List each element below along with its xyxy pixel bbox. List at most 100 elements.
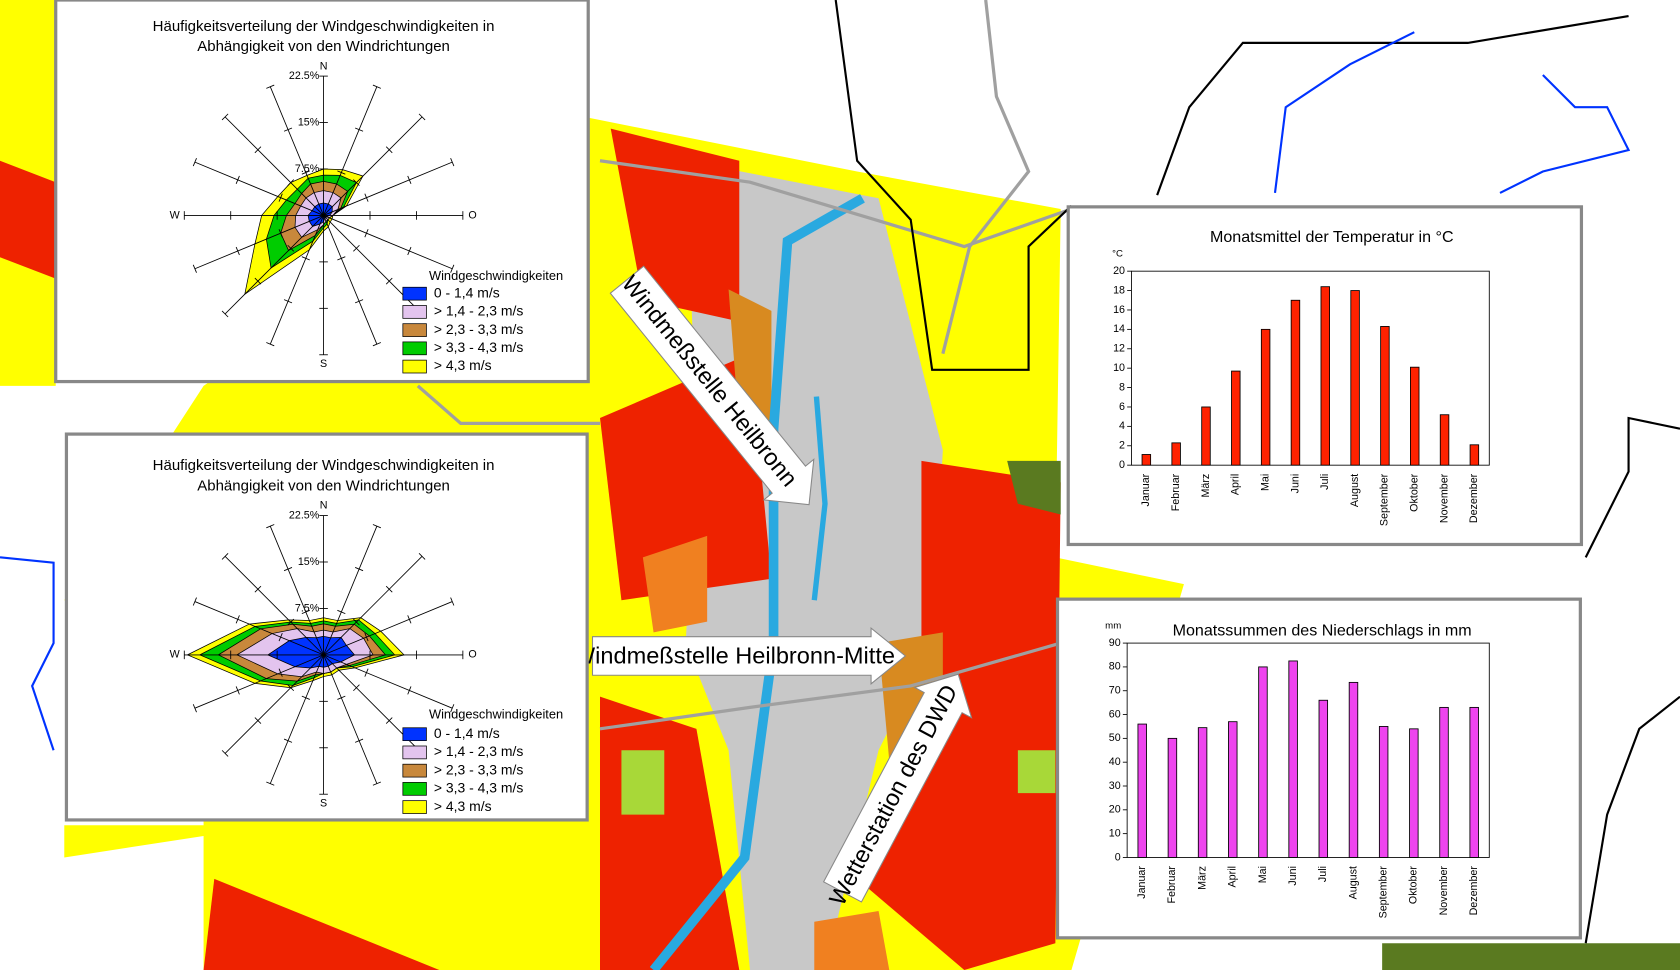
direction-label: N: [320, 60, 328, 72]
radial-tick: [266, 781, 275, 786]
direction-label: S: [320, 358, 327, 370]
spoke: [323, 556, 423, 656]
radial-tick: [266, 524, 275, 529]
y-unit-label: °C: [1112, 249, 1123, 260]
radial-tick: [450, 597, 455, 606]
bar: [1348, 681, 1359, 858]
boundary: [1584, 416, 1680, 558]
x-tick-label: April: [1230, 474, 1242, 495]
y-tick-label: 30: [1109, 780, 1121, 792]
road: [416, 384, 600, 425]
spoke: [269, 525, 324, 656]
bar: [1290, 299, 1301, 466]
radial-tick: [287, 179, 295, 186]
spoke: [323, 601, 453, 656]
bar: [1320, 286, 1330, 466]
spoke: [323, 654, 453, 709]
legend-swatch: [402, 727, 427, 742]
x-tick-label: Mai: [1259, 474, 1271, 491]
spoke: [323, 86, 378, 216]
radial-tick: [283, 567, 293, 572]
radial-tick: [450, 704, 455, 713]
wind-rose-chart: Häufigkeitsverteilung der Windgeschwindi…: [153, 457, 563, 814]
legend-label: > 2,3 - 3,3 m/s: [434, 761, 523, 777]
bar: [1171, 442, 1181, 466]
spoke: [323, 654, 378, 784]
legend-label: 0 - 1,4 m/s: [434, 725, 500, 741]
radial-tick: [385, 717, 393, 724]
arrow-shape: [591, 626, 907, 685]
bar: [1201, 406, 1211, 466]
road: [599, 641, 1062, 731]
y-tick-label: 10: [1113, 362, 1125, 374]
y-tick-label: 6: [1119, 401, 1125, 413]
radial-tick: [192, 264, 197, 273]
radial-tick: [301, 170, 310, 175]
boundary: [1156, 15, 1629, 196]
radial-tick: [450, 264, 455, 273]
radial-tick: [372, 524, 381, 529]
radial-tick: [278, 193, 283, 202]
arrow-shape: [609, 265, 815, 506]
x-tick-label: November: [1438, 866, 1450, 916]
direction-label: O: [468, 649, 476, 661]
boundary: [834, 0, 1073, 371]
bar-chart: Monatssummen des Niederschlags in mm mm 0 1…: [1105, 620, 1490, 918]
y-tick-label: 14: [1113, 323, 1125, 335]
radial-tick: [337, 695, 346, 700]
spoke: [224, 215, 324, 315]
bar: [1469, 706, 1479, 858]
station-label: Windmeßstelle Heilbronn-Mitte: [573, 642, 895, 668]
radial-tick: [407, 246, 412, 256]
spoke: [224, 654, 324, 754]
spoke: [323, 525, 378, 656]
radial-tick: [283, 299, 293, 304]
radial-tick: [221, 113, 229, 121]
legend-swatch: [402, 745, 427, 760]
direction-label: O: [468, 209, 476, 221]
green-area: [621, 750, 665, 815]
radial-tick: [278, 229, 283, 238]
x-tick-label: Januar: [1140, 473, 1152, 506]
bar: [1439, 414, 1450, 466]
y-tick-label: 16: [1113, 304, 1125, 316]
x-tick-label: Februar: [1166, 866, 1178, 904]
spoke: [194, 215, 324, 270]
direction-label: S: [320, 798, 327, 810]
radial-tick-label: 22.5%: [289, 70, 320, 82]
station-arrow: Windmeßstelle Heilbronn-Mitte: [573, 626, 907, 685]
radial-tick: [301, 609, 310, 615]
radial-tick: [385, 585, 393, 593]
radial-tick: [364, 668, 369, 677]
radial-tick: [372, 84, 381, 89]
radial-tick: [407, 175, 412, 185]
bar: [1469, 444, 1480, 466]
y-tick-label: 0: [1115, 851, 1121, 863]
legend-label: > 4,3 m/s: [434, 798, 492, 814]
x-tick-label: Mai: [1257, 866, 1269, 883]
legend-label: > 3,3 - 4,3 m/s: [434, 339, 523, 355]
x-tick-label: Juni: [1289, 474, 1301, 494]
spoke: [194, 161, 324, 216]
y-tick-label: 0: [1119, 459, 1125, 471]
radial-tick: [287, 684, 295, 692]
x-tick-label: Dezember: [1468, 866, 1480, 916]
y-tick-label: 18: [1113, 284, 1125, 296]
chart-title: Häufigkeitsverteilung der Windgeschwindi…: [153, 457, 495, 474]
bar: [1228, 721, 1238, 858]
bar: [1288, 660, 1298, 858]
legend-label: > 1,4 - 2,3 m/s: [434, 303, 523, 319]
radial-tick: [221, 553, 229, 560]
bar: [1258, 666, 1268, 858]
legend-title: Windgeschwindigkeiten: [429, 706, 563, 721]
legend-swatch: [402, 341, 427, 356]
spoke: [323, 215, 378, 345]
y-tick-label: 40: [1109, 756, 1121, 768]
radial-tick: [353, 244, 360, 252]
direction-label: W: [170, 209, 181, 221]
radial-tick: [192, 597, 197, 606]
chart-title: Abhängigkeit von den Windrichtungen: [197, 478, 450, 495]
radial-tick: [372, 781, 381, 786]
radial-tick: [450, 157, 455, 167]
bar: [1378, 726, 1389, 858]
